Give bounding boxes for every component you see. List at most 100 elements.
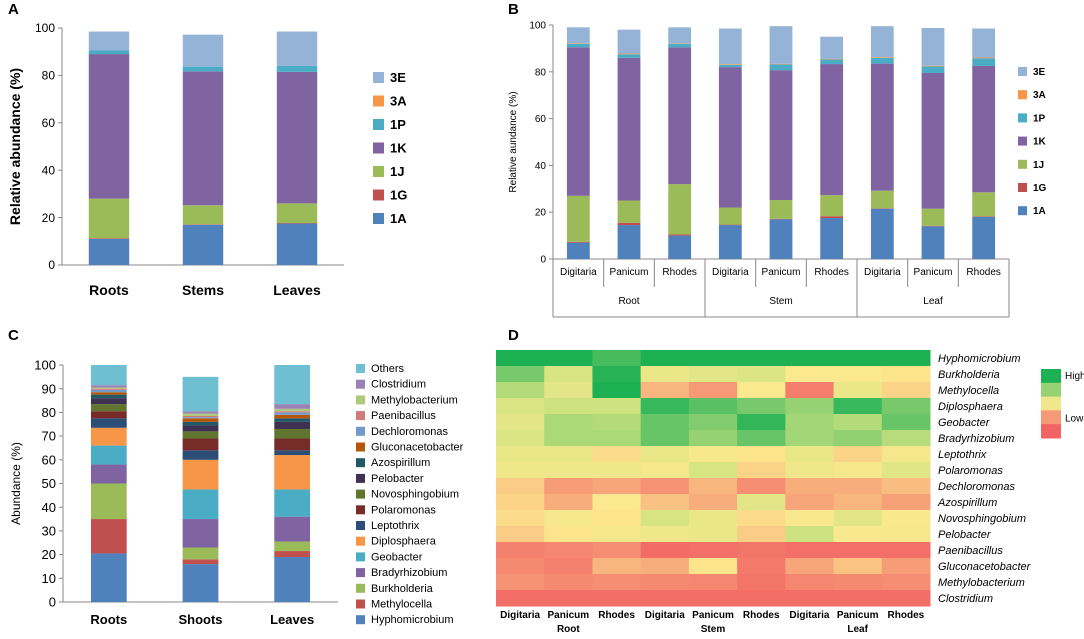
legend-swatch-c-polaromonas [356, 505, 365, 515]
heatmap-cell-pelobacter [737, 526, 786, 543]
y-tick-label-c: 10 [42, 571, 56, 586]
x-tick-label-a: Roots [89, 282, 129, 298]
heatmap-cell-clostridium [544, 590, 593, 607]
legend-label-b-3a: 3A [1033, 90, 1046, 101]
heatmap-cell-azospirillum [688, 494, 738, 511]
bar-segment-c-geobacter [90, 445, 127, 465]
heatmap-row-label-clostridium: Clostridium [938, 593, 993, 605]
panel-label-d: D [508, 327, 519, 344]
y-tick-label-a: 100 [35, 21, 55, 35]
chart-c: 0 10 20 30 40 50 60 70 80 90 100 Roots Shoots Leaves A… [9, 358, 464, 627]
legend-label-c-methylocella: Methylocella [371, 599, 433, 611]
legend-label-c-novosphingobium: Novosphingobium [371, 489, 459, 501]
bar-segment-c-hyphomicrobium [182, 564, 219, 602]
bar-segment-c-azospirillum [90, 394, 127, 399]
heatmap-cell-leptothrix [496, 446, 545, 463]
heatmap-cell-methylocella [737, 382, 786, 399]
heatmap-cell-clostridium [737, 590, 786, 607]
heatmap-cell-bradyrhizobium [785, 430, 835, 447]
legend-swatch-b-1p [1018, 113, 1027, 123]
heatmap-cell-novosphingobium [688, 510, 738, 527]
heatmap-cell-methylocella [640, 382, 690, 399]
bar-segment-c-paenibacillus [90, 388, 127, 390]
legend-label-a-1a: 1A [390, 211, 407, 226]
bar-segment-b-1g [921, 225, 945, 227]
heatmap-row-label-gluconacetobacter: Gluconacetobacter [938, 561, 1032, 573]
x-tick-label-c: Leaves [270, 612, 314, 627]
heatmap-cell-paenibacillus [785, 542, 835, 559]
heatmap-cell-pelobacter [640, 526, 690, 543]
heatmap-cell-methylobacterium [640, 574, 690, 591]
heatmap-cell-novosphingobium [640, 510, 690, 527]
heatmap-row-label-dechloromonas: Dechloromonas [938, 481, 1016, 493]
heatmap-cell-dechloromonas [737, 478, 786, 495]
heatmap-cell-gluconacetobacter [785, 558, 835, 575]
heatmap-cell-paenibacillus [833, 542, 883, 559]
y-tick-label-c: 60 [42, 452, 56, 467]
bar-segment-c-leptothrix [274, 450, 311, 456]
bar-segment-a-1k [276, 71, 318, 204]
bar-segment-c-others [274, 365, 311, 405]
bar-segment-c-others [182, 376, 219, 412]
heatmap-cell-methylobacterium [833, 574, 883, 591]
heatmap-cell-azospirillum [544, 494, 593, 511]
heatmap-cell-bradyrhizobium [881, 430, 931, 447]
heatmap-cell-hyphomicrobium [592, 350, 642, 367]
bar-segment-c-azospirillum [274, 418, 311, 422]
x-tick-label-c: Roots [90, 612, 127, 627]
heatmap-cell-geobacter [785, 414, 835, 431]
heatmap-cell-burkholderia [737, 366, 786, 383]
heatmap-cell-hyphomicrobium [881, 350, 931, 367]
y-tick-label-b: 60 [535, 114, 547, 125]
bar-segment-b-1j [870, 190, 894, 209]
heatmap-col-label: Rhodes [743, 610, 780, 621]
heatmap-cell-bradyrhizobium [496, 430, 545, 447]
bar-segment-c-burkholderia [182, 547, 219, 560]
heatmap-row-label-novosphingobium: Novosphingobium [938, 513, 1026, 525]
y-tick-label-b: 40 [535, 161, 547, 172]
bar-segment-c-geobacter [182, 489, 219, 520]
legend-label-c-methylobacterium: Methylobacterium [371, 394, 458, 406]
heatmap-cell-pelobacter [785, 526, 835, 543]
heatmap-group-label: Root [557, 624, 580, 634]
heatmap-row-label-bradyrhizobium: Bradyrhizobium [938, 433, 1014, 445]
heatmap-cell-dechloromonas [544, 478, 593, 495]
heatmap-cell-novosphingobium [544, 510, 593, 527]
legend-swatch-a-1a [373, 213, 384, 224]
y-tick-label-b: 80 [535, 67, 547, 78]
bar-segment-b-3e [921, 28, 945, 66]
legend-swatch-c-pelobacter [356, 473, 365, 483]
heatmap-cell-diplosphaera [881, 398, 931, 415]
bar-segment-b-3e [668, 27, 692, 44]
bar-segment-b-1g [718, 224, 742, 226]
legend-label-b-1p: 1P [1033, 113, 1046, 124]
legend-swatch-a-1k [373, 142, 384, 154]
heatmap-cell-hyphomicrobium [833, 350, 883, 367]
bar-segment-b-3a [870, 57, 894, 58]
bar-segment-b-3a [820, 58, 844, 60]
bar-segment-c-novosphingobium [182, 431, 219, 439]
legend-swatch-c-gluconacetobacter [356, 442, 365, 452]
bar-segment-c-pelobacter [182, 425, 219, 432]
legend-swatch-c-hyphomicrobium [356, 615, 365, 625]
heatmap-row-label-leptothrix: Leptothrix [938, 449, 987, 461]
bar-segment-c-bradyrhizobium [90, 464, 127, 484]
bar-segment-a-3e [276, 31, 318, 66]
legend-swatch-a-1j [373, 166, 384, 177]
heatmap-cell-polaromonas [544, 462, 593, 479]
heatmap-cell-paenibacillus [496, 542, 545, 559]
heatmap-cell-dechloromonas [881, 478, 931, 495]
heatmap-cell-paenibacillus [881, 542, 931, 559]
bar-segment-b-3e [769, 26, 793, 64]
legend-label-a-1g: 1G [390, 188, 407, 203]
heatmap-cell-gluconacetobacter [688, 558, 738, 575]
legend-label-c-gluconacetobacter: Gluconacetobacter [371, 442, 464, 454]
legend-label-c-others: Others [371, 363, 405, 375]
bar-segment-b-3a [718, 64, 742, 65]
bar-segment-b-1j [921, 208, 945, 226]
legend-label-b-1a: 1A [1033, 206, 1046, 217]
heatmap-cell-paenibacillus [688, 542, 738, 559]
heatmap-cell-novosphingobium [833, 510, 883, 527]
bar-segment-b-1p [769, 64, 793, 71]
heatmap-cell-hyphomicrobium [640, 350, 690, 367]
